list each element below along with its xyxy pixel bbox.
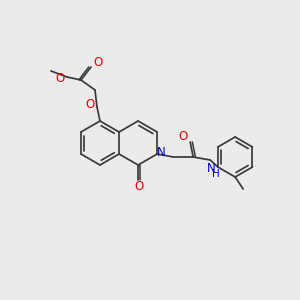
Text: O: O <box>85 98 94 112</box>
Text: O: O <box>134 179 144 193</box>
Text: H: H <box>212 169 220 179</box>
Text: N: N <box>157 146 166 160</box>
Text: N: N <box>207 161 215 175</box>
Text: O: O <box>56 71 64 85</box>
Text: O: O <box>93 56 103 70</box>
Text: O: O <box>178 130 188 143</box>
